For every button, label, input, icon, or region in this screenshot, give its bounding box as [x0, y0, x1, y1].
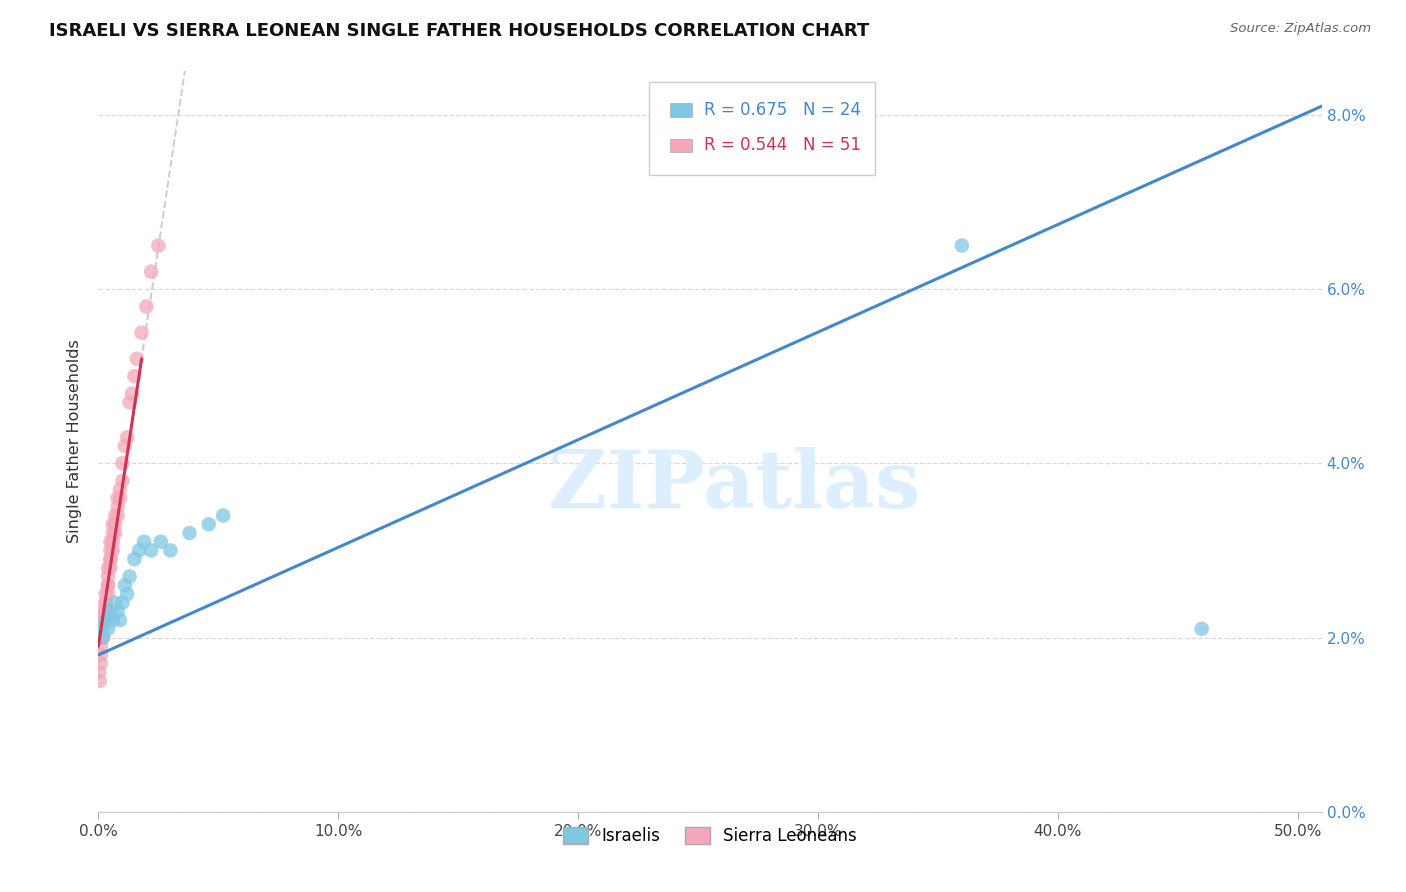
- Point: [108, 491, 131, 505]
- Point: [101, 517, 124, 532]
- Point: [159, 543, 181, 558]
- Point: [101, 543, 124, 558]
- Point: [91, 604, 114, 618]
- Point: [128, 543, 150, 558]
- Point: [111, 456, 134, 470]
- Point: [115, 430, 138, 444]
- FancyBboxPatch shape: [669, 139, 692, 152]
- Point: [100, 604, 122, 618]
- Point: [950, 238, 973, 252]
- Point: [97, 587, 120, 601]
- Point: [91, 631, 114, 645]
- Point: [101, 526, 124, 541]
- Point: [118, 395, 141, 409]
- Point: [111, 474, 134, 488]
- Point: [90, 631, 112, 645]
- Text: R = 0.675   N = 24: R = 0.675 N = 24: [704, 101, 860, 119]
- Point: [100, 552, 122, 566]
- Point: [90, 622, 112, 636]
- Point: [100, 543, 122, 558]
- Point: [104, 526, 127, 541]
- FancyBboxPatch shape: [648, 82, 875, 175]
- Point: [108, 613, 131, 627]
- Point: [90, 648, 112, 662]
- Point: [118, 569, 141, 583]
- Point: [94, 613, 117, 627]
- Point: [97, 578, 120, 592]
- Point: [111, 596, 134, 610]
- Point: [89, 665, 111, 680]
- Point: [135, 300, 157, 314]
- Point: [94, 613, 117, 627]
- Point: [97, 578, 120, 592]
- Point: [100, 534, 122, 549]
- Point: [125, 351, 148, 366]
- Point: [149, 534, 172, 549]
- Point: [124, 369, 146, 384]
- Point: [124, 552, 146, 566]
- Point: [197, 517, 219, 532]
- Point: [104, 596, 127, 610]
- Point: [148, 238, 170, 252]
- Point: [91, 613, 114, 627]
- Point: [94, 587, 117, 601]
- Point: [97, 569, 120, 583]
- Point: [104, 517, 127, 532]
- Point: [114, 439, 136, 453]
- Point: [90, 639, 112, 653]
- Point: [107, 500, 129, 514]
- Point: [132, 534, 155, 549]
- Point: [94, 604, 117, 618]
- Point: [115, 587, 138, 601]
- Text: Source: ZipAtlas.com: Source: ZipAtlas.com: [1230, 22, 1371, 36]
- Point: [1191, 622, 1213, 636]
- Point: [107, 491, 129, 505]
- Point: [114, 578, 136, 592]
- Point: [91, 622, 114, 636]
- Point: [107, 508, 129, 523]
- Point: [97, 622, 120, 636]
- Point: [121, 386, 143, 401]
- Point: [131, 326, 153, 340]
- FancyBboxPatch shape: [669, 103, 692, 117]
- Point: [101, 613, 124, 627]
- Text: ISRAELI VS SIERRA LEONEAN SINGLE FATHER HOUSEHOLDS CORRELATION CHART: ISRAELI VS SIERRA LEONEAN SINGLE FATHER …: [49, 22, 869, 40]
- Point: [91, 613, 114, 627]
- Point: [100, 561, 122, 575]
- Point: [97, 561, 120, 575]
- Point: [90, 657, 112, 671]
- Point: [94, 596, 117, 610]
- Point: [100, 552, 122, 566]
- Point: [91, 631, 114, 645]
- Point: [94, 596, 117, 610]
- Point: [89, 674, 111, 689]
- Point: [212, 508, 235, 523]
- Point: [108, 483, 131, 497]
- Legend: Israelis, Sierra Leoneans: Israelis, Sierra Leoneans: [557, 820, 863, 852]
- Text: R = 0.544   N = 51: R = 0.544 N = 51: [704, 136, 860, 154]
- Point: [104, 508, 127, 523]
- Point: [141, 543, 163, 558]
- Point: [101, 534, 124, 549]
- Point: [141, 265, 163, 279]
- Point: [94, 604, 117, 618]
- Point: [107, 604, 129, 618]
- Point: [179, 526, 201, 541]
- Text: ZIPatlas: ZIPatlas: [548, 447, 921, 525]
- Y-axis label: Single Father Households: Single Father Households: [67, 340, 83, 543]
